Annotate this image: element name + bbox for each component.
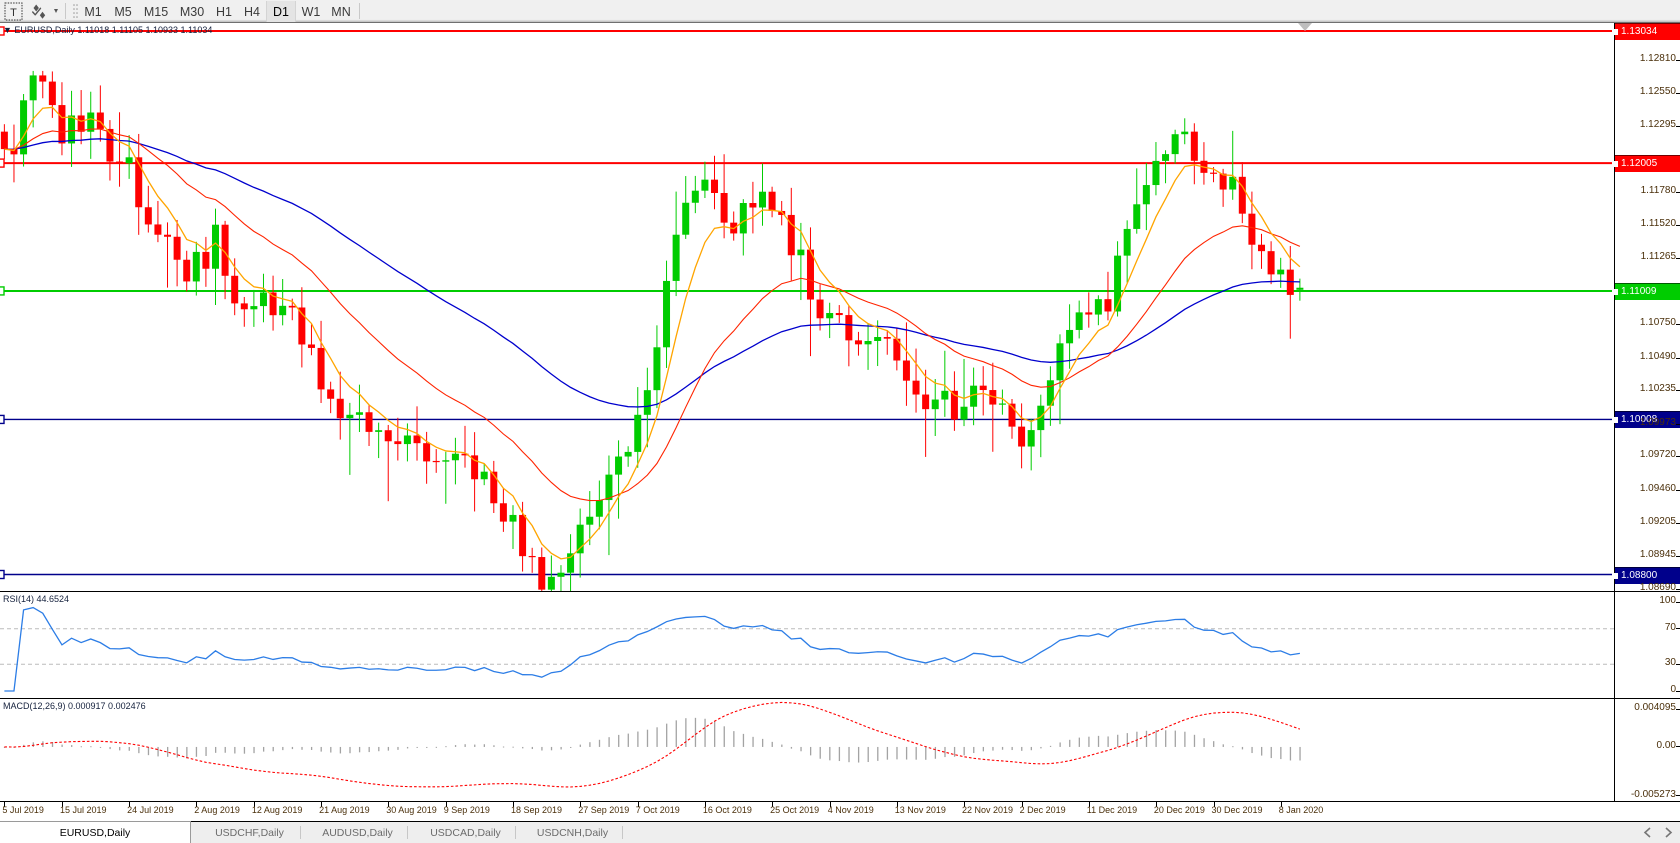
svg-text:T: T [10,7,17,19]
